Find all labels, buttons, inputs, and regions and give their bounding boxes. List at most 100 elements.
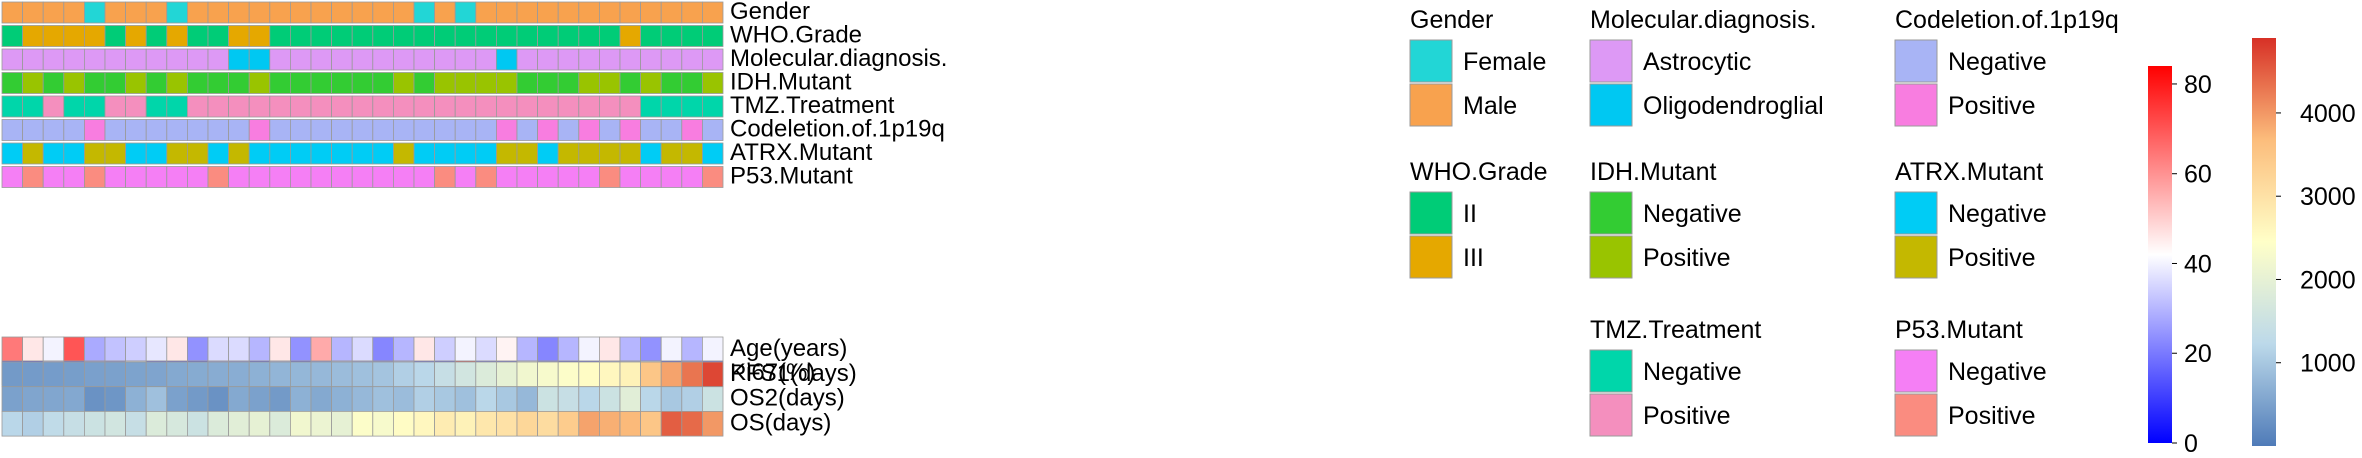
- cell-gender-7: [125, 1, 147, 24]
- cell-who-grade-27: [537, 25, 559, 47]
- cell-idh-mutant-15: [289, 72, 312, 94]
- cell-os2-days-21: [413, 386, 436, 412]
- cell-p53-mutant-15: [289, 166, 312, 188]
- cell-gender-11: [207, 1, 230, 24]
- row-label-p53-mutant: P53.Mutant: [730, 163, 853, 190]
- legend-title: WHO.Grade: [1410, 158, 1548, 186]
- cell-gender-20: [392, 1, 415, 24]
- row-label-ki67: Ki67(%): [730, 359, 815, 386]
- cell-p53-mutant-17: [331, 166, 353, 188]
- cell-tmz-treatment-15: [289, 95, 312, 118]
- cell-age-years-4: [63, 336, 85, 362]
- cell-tmz-treatment-4: [63, 95, 85, 118]
- row-label-gender: Gender: [730, 0, 810, 25]
- cell-idh-mutant-7: [125, 72, 147, 94]
- legend-swatch-ii: [1409, 191, 1453, 235]
- cell-who-grade-7: [125, 25, 147, 47]
- cell-molecular-diagnosis-31: [619, 48, 642, 71]
- cell-pfs1-days-31: [619, 361, 642, 388]
- cell-os-days-25: [495, 410, 518, 437]
- cell-p53-mutant-25: [495, 166, 518, 188]
- cell-molecular-diagnosis-18: [351, 48, 374, 71]
- cell-gender-8: [145, 1, 168, 24]
- legend-label-positive: Positive: [1643, 244, 1731, 272]
- cell-idh-mutant-8: [145, 72, 168, 94]
- cell-p53-mutant-24: [475, 166, 497, 188]
- cell-os-days-28: [557, 410, 580, 437]
- cell-who-grade-33: [660, 25, 683, 47]
- cell-idh-mutant-14: [269, 72, 291, 94]
- cell-os-days-21: [413, 410, 436, 437]
- cell-os-days-33: [660, 410, 683, 437]
- cell-os-days-19: [372, 410, 394, 437]
- cell-pfs1-days-33: [660, 361, 683, 388]
- legend-title: ATRX.Mutant: [1895, 158, 2043, 186]
- cell-pfs1-days-22: [434, 361, 456, 388]
- cell-os2-days-27: [537, 386, 559, 412]
- legend-label-astrocytic: Astrocytic: [1643, 48, 1751, 76]
- cell-os-days-35: [702, 410, 724, 437]
- cell-molecular-diagnosis-34: [681, 48, 703, 71]
- cell-atrx-mutant-14: [269, 142, 291, 165]
- cell-p53-mutant-9: [166, 166, 188, 188]
- legend-molecular-diagnosis: Molecular.diagnosis. Astrocytic Oligodendr…: [1589, 6, 1824, 127]
- cell-atrx-mutant-30: [599, 142, 621, 165]
- cell-os-days-22: [434, 410, 456, 437]
- cell-os2-days-3: [42, 386, 65, 412]
- cell-os2-days-29: [578, 386, 600, 412]
- cell-who-grade-32: [640, 25, 662, 47]
- cell-molecular-diagnosis-4: [63, 48, 85, 71]
- cell-who-grade-5: [84, 25, 106, 47]
- cell-idh-mutant-13: [248, 72, 271, 94]
- cell-tmz-treatment-30: [599, 95, 621, 118]
- cell-idh-mutant-29: [578, 72, 600, 94]
- cell-gender-28: [557, 1, 580, 24]
- cell-gender-18: [351, 1, 374, 24]
- cell-tmz-treatment-13: [248, 95, 271, 118]
- cell-tmz-treatment-29: [578, 95, 600, 118]
- cell-p53-mutant-5: [84, 166, 106, 188]
- legend-label-positive: Positive: [1948, 402, 2036, 430]
- cell-idh-mutant-17: [331, 72, 353, 94]
- cell-atrx-mutant-24: [475, 142, 497, 165]
- cell-os-days-7: [125, 410, 147, 437]
- cell-p53-mutant-33: [660, 166, 683, 188]
- cell-molecular-diagnosis-8: [145, 48, 168, 71]
- legend-gender: Gender Female Male: [1409, 6, 1546, 127]
- cell-p53-mutant-3: [42, 166, 65, 188]
- cell-pfs1-days-10: [186, 361, 209, 388]
- cell-pfs1-days-11: [207, 361, 230, 388]
- cell-gender-23: [454, 1, 477, 24]
- cell-pfs1-days-34: [681, 361, 703, 388]
- cell-who-grade-19: [372, 25, 394, 47]
- cell-os2-days-4: [63, 386, 85, 412]
- cell-os2-days-23: [454, 386, 477, 412]
- cell-gender-16: [310, 1, 333, 24]
- cell-gender-2: [22, 1, 44, 24]
- cell-age-years-19: [372, 336, 394, 362]
- legend-swatch-female: [1409, 39, 1453, 83]
- cell-idh-mutant-28: [557, 72, 580, 94]
- cell-atrx-mutant-25: [495, 142, 518, 165]
- cell-who-grade-18: [351, 25, 374, 47]
- cell-gender-27: [537, 1, 559, 24]
- row-labels: GenderWHO.GradeMolecular.diagnosis.IDH.M…: [730, 0, 947, 436]
- cell-p53-mutant-30: [599, 166, 621, 188]
- cell-gender-19: [372, 1, 394, 24]
- track-who-grade: [1, 25, 724, 47]
- cell-gender-14: [269, 1, 291, 24]
- cell-who-grade-4: [63, 25, 85, 47]
- cell-idh-mutant-16: [310, 72, 333, 94]
- cell-os2-days-10: [186, 386, 209, 412]
- cell-os2-days-34: [681, 386, 703, 412]
- cell-atrx-mutant-17: [331, 142, 353, 165]
- cell-age-years-26: [516, 336, 539, 362]
- cell-idh-mutant-5: [84, 72, 106, 94]
- cell-os2-days-19: [372, 386, 394, 412]
- cell-idh-mutant-32: [640, 72, 662, 94]
- cell-molecular-diagnosis-35: [702, 48, 724, 71]
- cell-gender-22: [434, 1, 456, 24]
- cell-os-days-2: [22, 410, 44, 437]
- cell-codeletion-of-1p19q-5: [84, 119, 106, 141]
